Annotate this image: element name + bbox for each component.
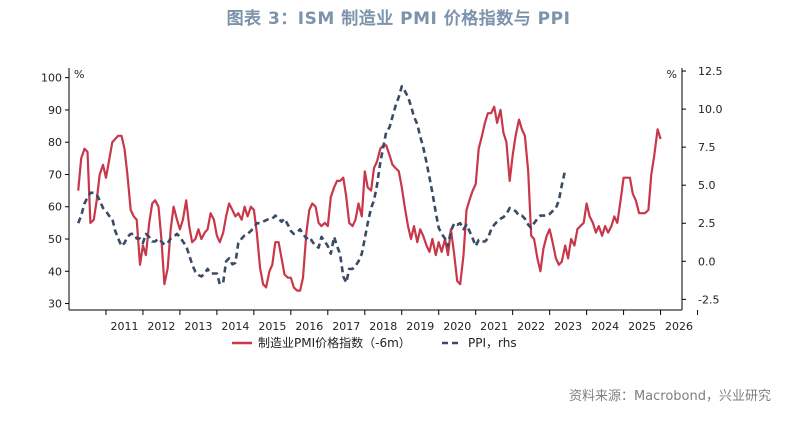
x-tick-label: 2018: [369, 320, 397, 333]
left-tick-label: 60: [48, 201, 62, 214]
left-axis: 30 40 50 60 70 80 90 100%: [41, 68, 84, 311]
x-tick-label: 2011: [110, 320, 138, 333]
source-note: 资料来源：Macrobond，兴业研究: [568, 389, 771, 404]
x-tick-label: 2014: [221, 320, 249, 333]
series-line-pmi-price: [77, 105, 662, 292]
x-tick-label: 2022: [517, 320, 545, 333]
legend-label: 制造业PMI价格指数（-6m）: [258, 335, 411, 350]
left-tick-label: 30: [48, 298, 62, 311]
left-tick-label: 90: [48, 104, 62, 117]
right-tick-label: -2.5: [698, 293, 719, 306]
right-tick-label: 5.0: [698, 179, 716, 192]
x-tick-label: 2024: [591, 320, 619, 333]
legend-label: PPI，rhs: [468, 336, 517, 350]
x-tick-label: 2020: [443, 320, 471, 333]
right-axis: -2.5 0.0 2.5 5.0 7.5 10.0 12.5%: [667, 65, 723, 306]
right-tick-label: 0.0: [698, 255, 716, 268]
left-tick-label: 50: [48, 233, 62, 246]
legend: 制造业PMI价格指数（-6m） PPI，rhs: [232, 335, 517, 350]
x-axis: 2011 2012 2013 2014 2015 2016 2017 2018 2019 2020…: [105, 310, 699, 333]
x-tick-label: 2026: [665, 320, 693, 333]
x-tick-label: 2019: [406, 320, 434, 333]
chart-title: 图表 3：ISM 制造业 PMI 价格指数与 PPI: [226, 9, 571, 29]
left-tick-label: 40: [48, 265, 62, 278]
right-axis-unit: %: [667, 68, 677, 81]
right-tick-label: 7.5: [698, 141, 716, 154]
left-tick-label: 70: [48, 168, 62, 181]
series-layer: [76, 85, 662, 292]
left-tick-label: 80: [48, 136, 62, 149]
x-tick-label: 2025: [628, 320, 656, 333]
plot-frame: [68, 68, 683, 311]
right-tick-label: 10.0: [698, 103, 723, 116]
x-tick-label: 2017: [332, 320, 360, 333]
right-tick-label: 12.5: [698, 65, 723, 78]
x-tick-label: 2023: [554, 320, 582, 333]
x-tick-label: 2013: [184, 320, 212, 333]
series-line-ppi: [76, 85, 567, 286]
x-tick-label: 2015: [258, 320, 286, 333]
left-axis-unit: %: [74, 68, 84, 81]
left-tick-label: 100: [41, 72, 62, 85]
right-tick-label: 2.5: [698, 217, 716, 230]
x-tick-label: 2016: [295, 320, 323, 333]
x-tick-label: 2021: [480, 320, 508, 333]
x-tick-label: 2012: [147, 320, 175, 333]
